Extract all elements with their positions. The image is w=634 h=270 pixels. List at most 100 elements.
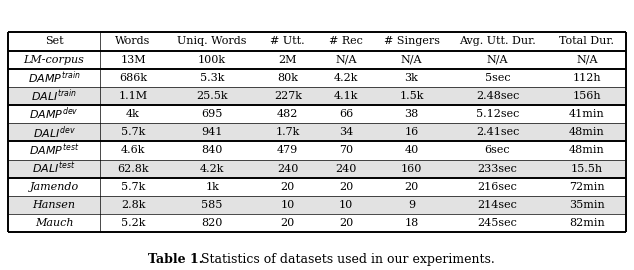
Bar — [8, 141, 626, 160]
Text: 10: 10 — [281, 200, 295, 210]
Text: 10: 10 — [339, 200, 353, 210]
Text: 941: 941 — [202, 127, 223, 137]
Text: 695: 695 — [202, 109, 223, 119]
Bar — [8, 160, 626, 178]
Text: 20: 20 — [339, 218, 353, 228]
Text: 2.41sec: 2.41sec — [476, 127, 519, 137]
Text: # Rec: # Rec — [329, 36, 363, 46]
Text: N/A: N/A — [487, 55, 508, 65]
Text: 585: 585 — [202, 200, 223, 210]
Text: 2.8k: 2.8k — [121, 200, 145, 210]
Text: Avg. Utt. Dur.: Avg. Utt. Dur. — [459, 36, 536, 46]
Text: $\mathit{DAMP}^{\mathit{train}}$: $\mathit{DAMP}^{\mathit{train}}$ — [28, 69, 81, 86]
Text: 20: 20 — [404, 182, 418, 192]
Text: 70: 70 — [339, 146, 353, 156]
Text: 4.1k: 4.1k — [334, 91, 358, 101]
Text: 216sec: 216sec — [477, 182, 517, 192]
Text: 66: 66 — [339, 109, 353, 119]
Bar — [8, 123, 626, 141]
Text: Total Dur.: Total Dur. — [559, 36, 614, 46]
Text: 4.6k: 4.6k — [121, 146, 145, 156]
Text: 160: 160 — [401, 164, 422, 174]
Text: 5.3k: 5.3k — [200, 73, 224, 83]
Text: 38: 38 — [404, 109, 418, 119]
Text: Hansen: Hansen — [32, 200, 75, 210]
Text: 20: 20 — [281, 182, 295, 192]
Text: 240: 240 — [277, 164, 299, 174]
Text: 3k: 3k — [404, 73, 418, 83]
Text: 20: 20 — [281, 218, 295, 228]
Text: 100k: 100k — [198, 55, 226, 65]
Text: Words: Words — [115, 36, 151, 46]
Bar — [8, 32, 626, 50]
Text: 479: 479 — [277, 146, 299, 156]
Text: 15.5h: 15.5h — [571, 164, 603, 174]
Text: Uniq. Words: Uniq. Words — [178, 36, 247, 46]
Text: 82min: 82min — [569, 218, 605, 228]
Text: LM-corpus: LM-corpus — [23, 55, 84, 65]
Text: $\mathit{DAMP}^{\mathit{test}}$: $\mathit{DAMP}^{\mathit{test}}$ — [29, 143, 79, 158]
Text: 41min: 41min — [569, 109, 605, 119]
Text: 4k: 4k — [126, 109, 140, 119]
Text: 5.7k: 5.7k — [121, 127, 145, 137]
Text: 35min: 35min — [569, 200, 605, 210]
Text: 5.7k: 5.7k — [121, 182, 145, 192]
Text: $\mathit{DALI}^{\mathit{train}}$: $\mathit{DALI}^{\mathit{train}}$ — [31, 88, 77, 104]
Bar — [8, 69, 626, 87]
Bar — [8, 105, 626, 123]
Text: 48min: 48min — [569, 127, 605, 137]
Text: 25.5k: 25.5k — [197, 91, 228, 101]
Text: 62.8k: 62.8k — [117, 164, 149, 174]
Text: 240: 240 — [335, 164, 357, 174]
Text: 482: 482 — [277, 109, 299, 119]
Text: 1.1M: 1.1M — [119, 91, 148, 101]
Text: 2M: 2M — [278, 55, 297, 65]
Text: 233sec: 233sec — [477, 164, 517, 174]
Text: 686k: 686k — [119, 73, 147, 83]
Text: 227k: 227k — [274, 91, 302, 101]
Text: Table 1.: Table 1. — [148, 253, 204, 266]
Text: 2.48sec: 2.48sec — [476, 91, 519, 101]
Text: 1.7k: 1.7k — [276, 127, 300, 137]
Text: 1k: 1k — [205, 182, 219, 192]
Text: 4.2k: 4.2k — [334, 73, 358, 83]
Text: # Singers: # Singers — [384, 36, 439, 46]
Text: N/A: N/A — [576, 55, 598, 65]
Text: 13M: 13M — [120, 55, 146, 65]
Text: 18: 18 — [404, 218, 418, 228]
Text: Table 1. Statistics of datasets used in our experiments.: Table 1. Statistics of datasets used in … — [0, 269, 1, 270]
Text: 820: 820 — [202, 218, 223, 228]
Text: # Utt.: # Utt. — [271, 36, 305, 46]
Text: 40: 40 — [404, 146, 418, 156]
Text: 16: 16 — [404, 127, 418, 137]
Text: Jamendo: Jamendo — [29, 182, 79, 192]
Text: Mauch: Mauch — [35, 218, 74, 228]
Text: 112h: 112h — [573, 73, 601, 83]
Text: 156h: 156h — [573, 91, 601, 101]
Text: 5sec: 5sec — [484, 73, 510, 83]
Text: 245sec: 245sec — [477, 218, 517, 228]
Bar — [8, 87, 626, 105]
Text: 20: 20 — [339, 182, 353, 192]
Bar — [8, 196, 626, 214]
Text: N/A: N/A — [335, 55, 357, 65]
Text: $\mathit{DALI}^{\mathit{test}}$: $\mathit{DALI}^{\mathit{test}}$ — [32, 161, 76, 176]
Text: 72min: 72min — [569, 182, 605, 192]
Text: $\mathit{DAMP}^{\mathit{dev}}$: $\mathit{DAMP}^{\mathit{dev}}$ — [29, 106, 79, 122]
Text: 5.12sec: 5.12sec — [476, 109, 519, 119]
Text: 34: 34 — [339, 127, 353, 137]
Text: Statistics of datasets used in our experiments.: Statistics of datasets used in our exper… — [197, 253, 495, 266]
Text: Table 1. Statistics of datasets used in our experiments.: Table 1. Statistics of datasets used in … — [0, 269, 1, 270]
Text: 840: 840 — [202, 146, 223, 156]
Bar — [8, 50, 626, 69]
Text: 1.5k: 1.5k — [399, 91, 424, 101]
Text: 80k: 80k — [277, 73, 298, 83]
Text: N/A: N/A — [401, 55, 422, 65]
Bar — [8, 214, 626, 232]
Text: 4.2k: 4.2k — [200, 164, 224, 174]
Text: 214sec: 214sec — [477, 200, 517, 210]
Text: 9: 9 — [408, 200, 415, 210]
Text: 6sec: 6sec — [484, 146, 510, 156]
Text: Set: Set — [45, 36, 63, 46]
Text: 5.2k: 5.2k — [121, 218, 145, 228]
